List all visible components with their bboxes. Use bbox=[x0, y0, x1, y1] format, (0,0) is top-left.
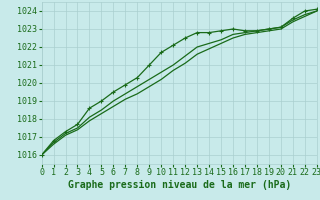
X-axis label: Graphe pression niveau de la mer (hPa): Graphe pression niveau de la mer (hPa) bbox=[68, 180, 291, 190]
